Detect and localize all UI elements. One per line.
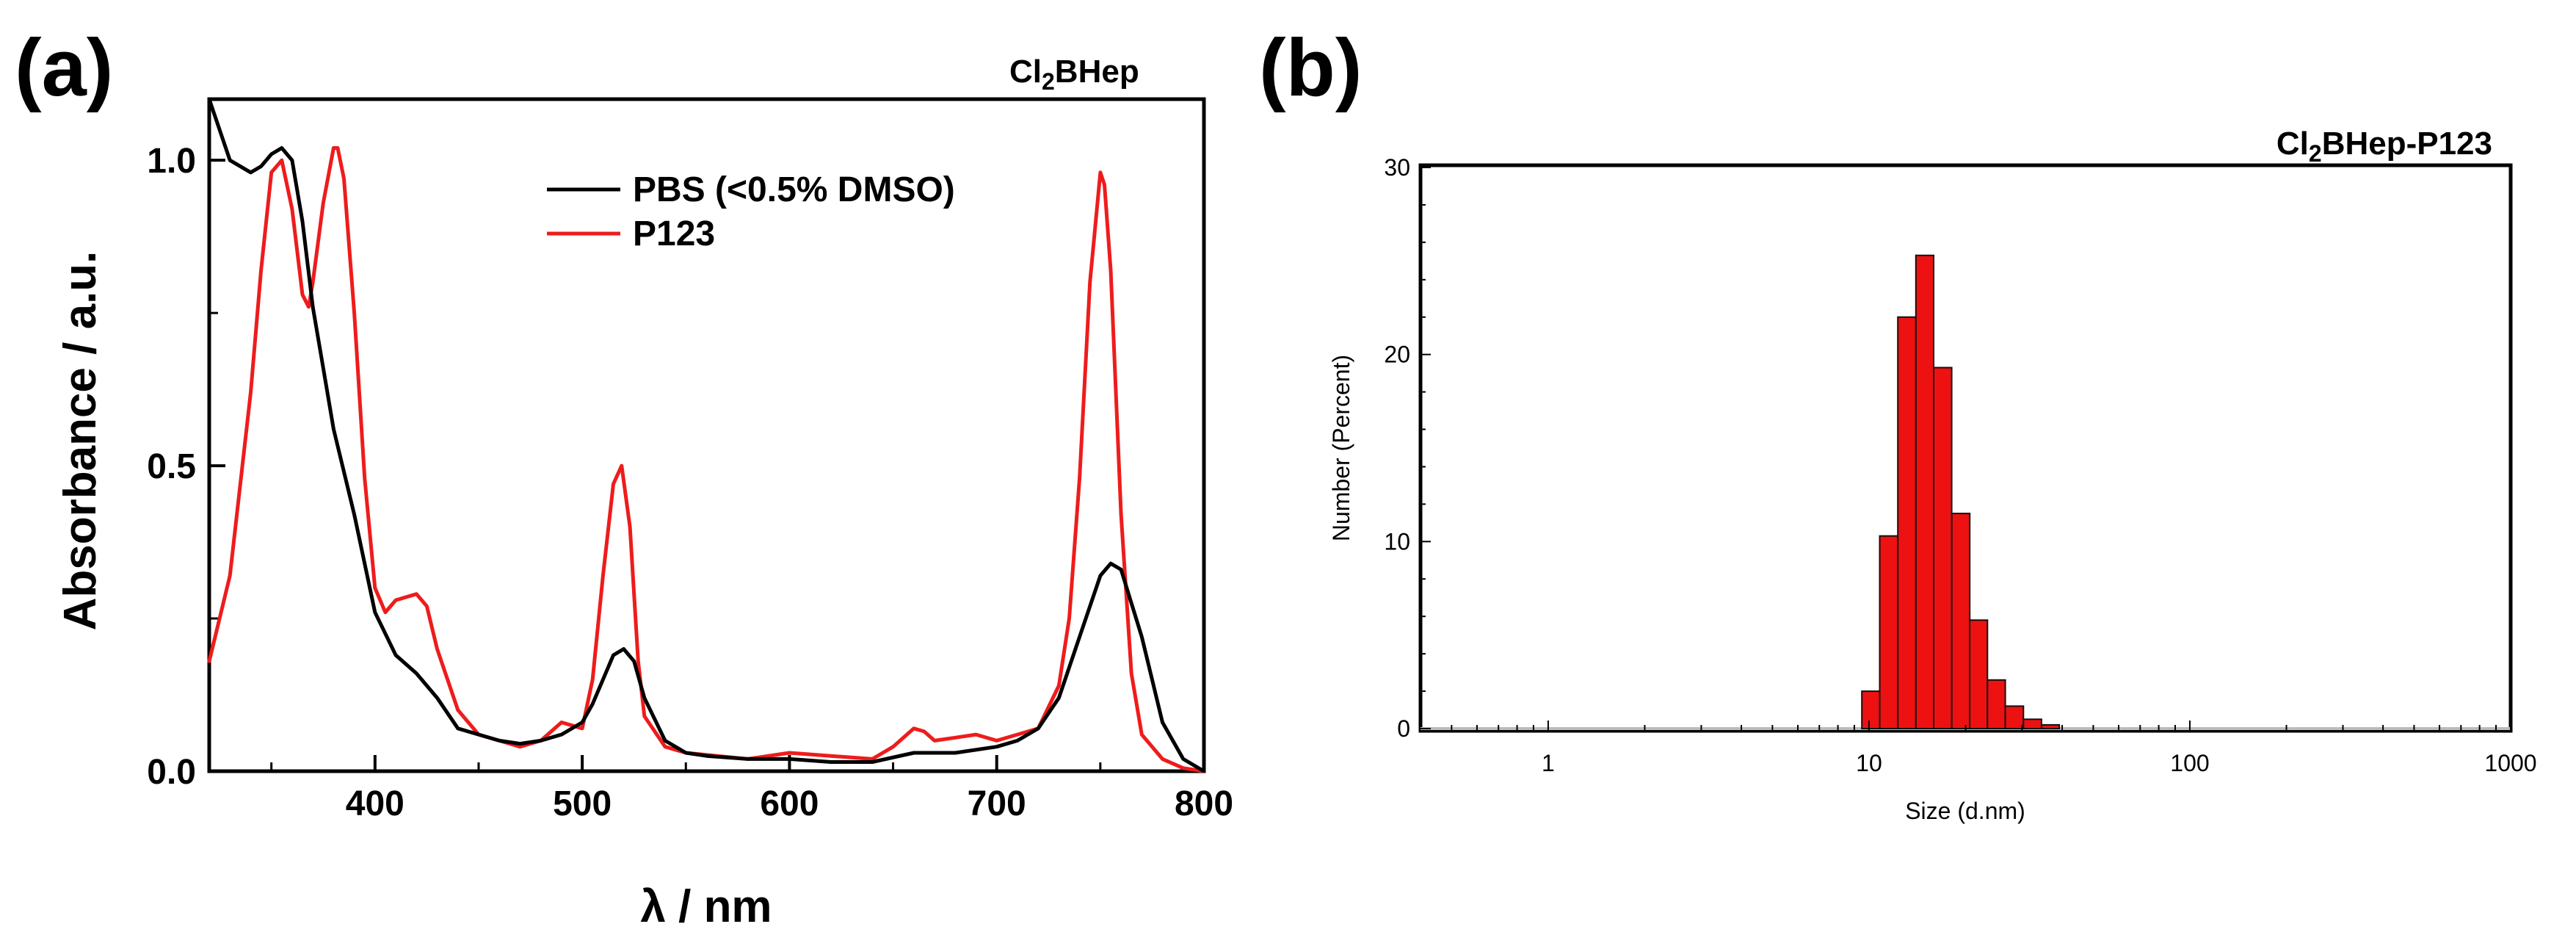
panel-a-series xyxy=(207,97,1206,773)
panel-b-ytick-label: 10 xyxy=(1384,528,1410,555)
histogram-bar xyxy=(1861,690,1881,729)
histogram-bar xyxy=(1915,254,1935,729)
panel-a-ytick-label: 0.0 xyxy=(147,753,196,792)
panel-b-ytick-label: 20 xyxy=(1384,342,1410,368)
histogram-bar xyxy=(2022,718,2042,729)
panel-b-ytick-label: 30 xyxy=(1384,154,1410,181)
panel-a-plot-frame xyxy=(207,97,1206,773)
panel-b-xtick-label: 1000 xyxy=(2484,750,2536,776)
panel-a-xtick-label: 600 xyxy=(760,784,819,823)
panel-b-xtick-label: 100 xyxy=(2170,750,2209,776)
histogram-bar xyxy=(1951,513,1971,729)
panel-b-ticks: 1 10 100 1000 0 10 20 30 xyxy=(1384,154,2536,776)
panel-a-title: Cl2BHep xyxy=(1009,54,1139,95)
legend-label-p123: P123 xyxy=(633,214,715,253)
panel-a-xtick-label: 400 xyxy=(346,784,404,823)
panel-a-ylabel: Absorbance / a.u. xyxy=(55,251,106,631)
panel-b-title: Cl2BHep-P123 xyxy=(2276,126,2492,167)
panel-a-legend: PBS (<0.5% DMSO) P123 xyxy=(547,170,955,253)
panel-a-xtick-label: 800 xyxy=(1175,784,1233,823)
panel-b-bars xyxy=(1861,254,2061,730)
histogram-bar xyxy=(1879,535,1899,729)
panel-b-xtick-label: 1 xyxy=(1542,750,1555,776)
panel-b-label: (b) xyxy=(1259,23,1362,113)
histogram-bar xyxy=(2041,723,2061,730)
panel-a-xtick-label: 500 xyxy=(553,784,612,823)
histogram-bar xyxy=(1897,316,1917,729)
panel-b-xlabel: Size (d.nm) xyxy=(1905,798,2025,824)
legend-label-pbs: PBS (<0.5% DMSO) xyxy=(633,170,955,209)
series-line-p123 xyxy=(207,146,1206,773)
panel-a-label: (a) xyxy=(15,23,113,113)
histogram-bar xyxy=(2004,705,2025,730)
panel-b-xtick-label: 10 xyxy=(1856,750,1882,776)
panel-a: (a) Cl2BHep 400 500 600 700 800 0.0 0.5 1.0 PBS… xyxy=(15,23,1233,932)
panel-a-xtick-label: 700 xyxy=(968,784,1026,823)
panel-a-ytick-label: 1.0 xyxy=(147,142,196,181)
histogram-bar xyxy=(1933,367,1953,729)
histogram-bar xyxy=(1969,619,1989,729)
panel-a-ytick-label: 0.5 xyxy=(147,447,196,486)
panel-a-ticks: 400 500 600 700 800 0.0 0.5 1.0 xyxy=(147,142,1233,823)
panel-a-xlabel: λ / nm xyxy=(640,881,772,932)
panel-b: (b) Cl2BHep-P123 1 10 100 1000 0 10 20 30 Numbe… xyxy=(1259,23,2537,824)
panel-b-ylabel: Number (Percent) xyxy=(1328,355,1354,541)
panel-b-ytick-label: 0 xyxy=(1397,715,1410,742)
series-line-pbs xyxy=(207,97,1206,773)
histogram-bar xyxy=(1987,679,2006,729)
